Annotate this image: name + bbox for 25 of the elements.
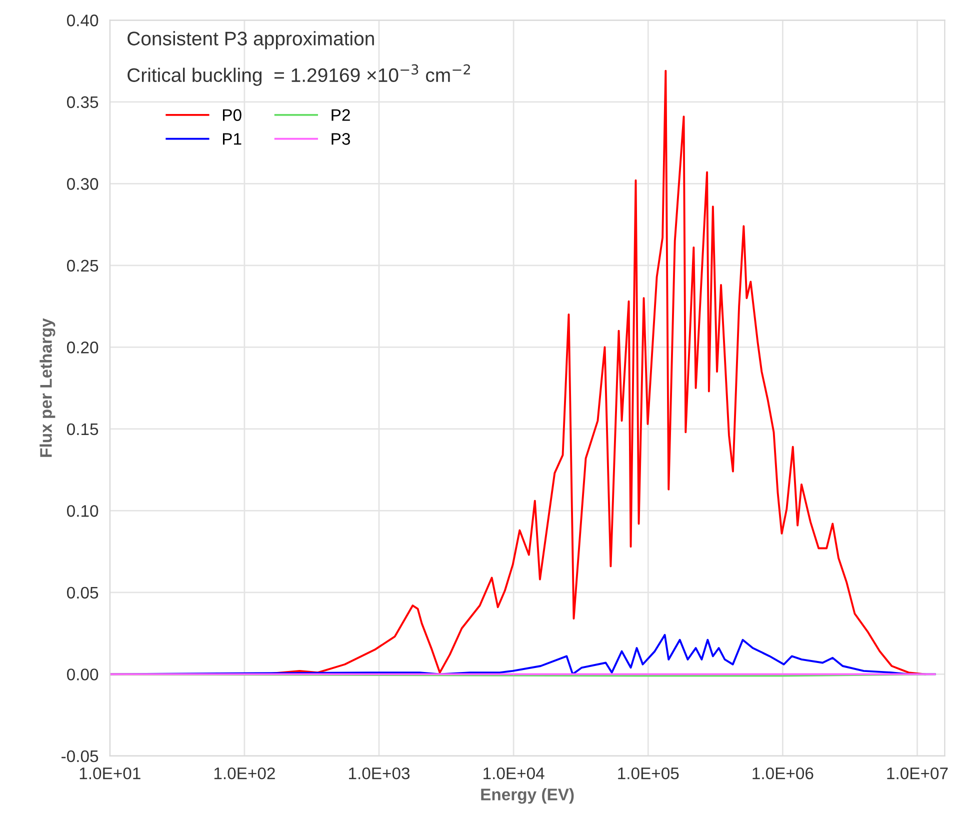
x-tick-label: 1.0E+06 (752, 767, 814, 780)
y-tick-label: 0.25 (67, 260, 98, 272)
x-tick-label: 1.0E+04 (484, 767, 544, 780)
x-axis-title: Energy (EV) (481, 788, 574, 804)
annotation: Critical buckling = 1.29169 ×10$^{−3}$ cm$^{−2}$ (128, 64, 470, 86)
x-tick-label: 1.0E+07 (887, 767, 948, 780)
y-tick-label: 0.05 (67, 586, 98, 599)
x-tick-label: 1.0E+02 (214, 767, 275, 780)
x-tick-label: 1.0E+03 (349, 767, 410, 780)
y-tick-label: 0.20 (67, 342, 98, 354)
legend-label: P3 (332, 133, 350, 145)
annotation: Consistent P3 approximation (128, 31, 374, 50)
legend-label: P0 (223, 109, 242, 121)
y-axis-title: Flux per Lethargy (40, 318, 56, 457)
x-tick-label: 1.0E+05 (618, 767, 679, 780)
y-tick-label: -0.05 (62, 750, 98, 762)
legend-label: P2 (332, 109, 350, 121)
y-tick-label: 0.30 (67, 178, 98, 190)
y-tick-label: 0.10 (67, 505, 98, 517)
x-tick-label: 1.0E+01 (80, 767, 140, 780)
y-tick-label: 0.00 (67, 668, 98, 680)
legend-label: P1 (223, 133, 242, 145)
y-tick-label: 0.35 (67, 96, 98, 108)
y-tick-label: 0.15 (67, 423, 98, 436)
y-tick-label: 0.40 (67, 14, 98, 26)
